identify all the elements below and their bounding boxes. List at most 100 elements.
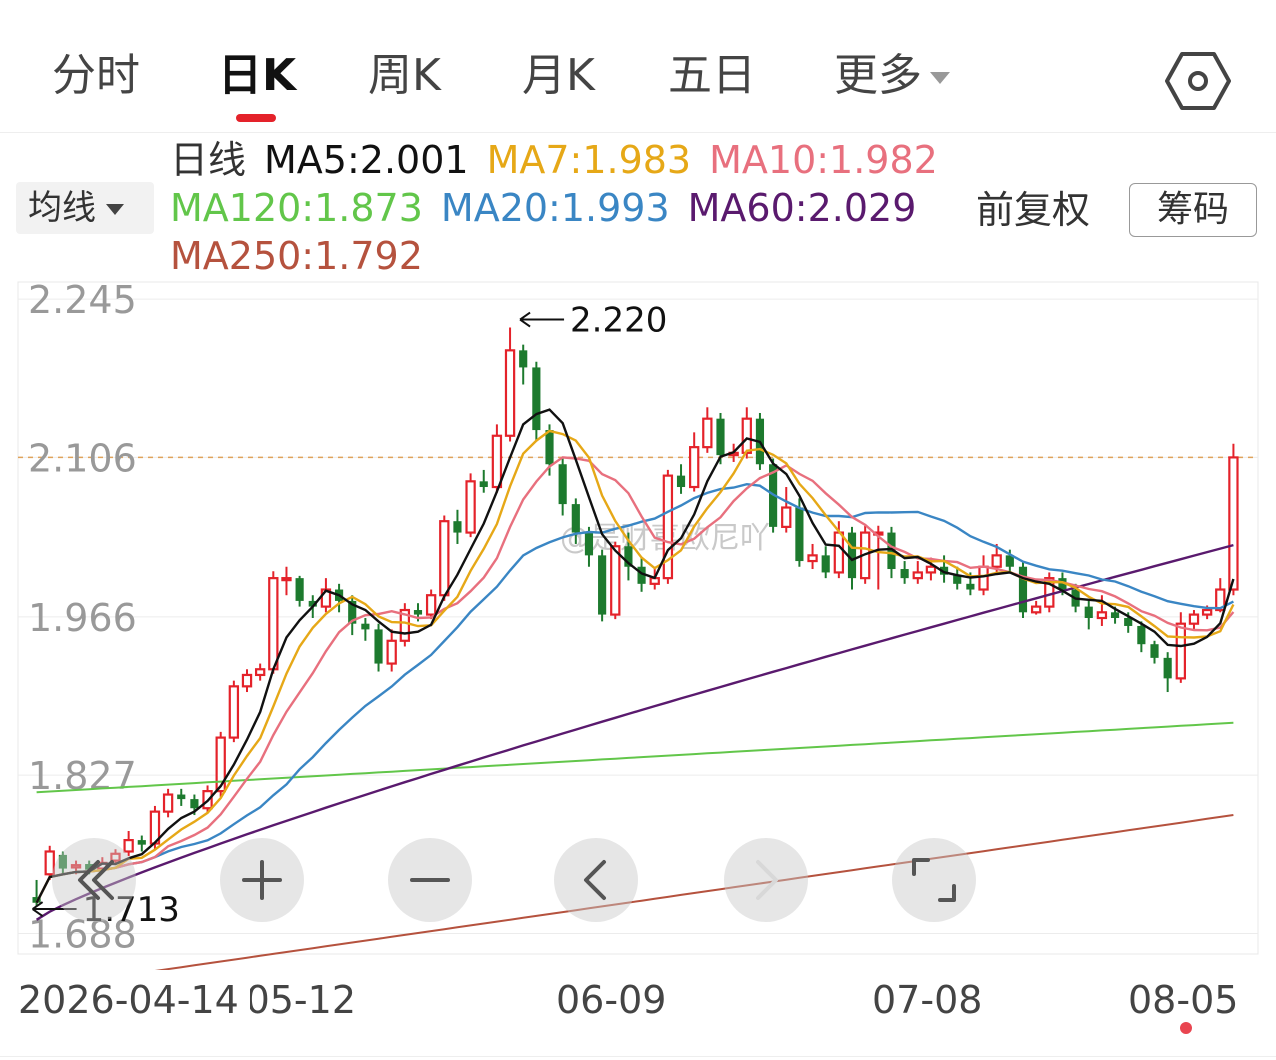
candle-up [162, 793, 174, 813]
candle-down [571, 504, 580, 533]
candle-up [689, 446, 700, 489]
candle-down [413, 610, 423, 615]
candle-up [1201, 608, 1213, 616]
candle-down [177, 794, 186, 800]
x-label-1: 05-12 [250, 978, 356, 1022]
candle-down [558, 464, 567, 505]
caret-down-icon [930, 72, 950, 84]
candle-up [110, 852, 121, 862]
candle-down [953, 574, 962, 584]
candle-down [1163, 657, 1172, 679]
tab-more-label: 更多 [834, 50, 922, 101]
adjust-mode-button[interactable]: 前复权 [976, 188, 1091, 232]
tab-more[interactable]: 更多 [834, 46, 950, 106]
right-arrow-icon[interactable] [724, 838, 808, 922]
ma60-line [35, 543, 1234, 921]
candle-down [716, 418, 725, 456]
high-arrowhead [519, 311, 531, 328]
tab-five-day[interactable]: 五日 [668, 50, 756, 101]
tab-weekly-k[interactable]: 周K [368, 50, 441, 101]
candle-down [1084, 606, 1093, 618]
candle-down [479, 481, 488, 488]
ma7-line [35, 429, 1235, 904]
candle-up [925, 565, 937, 574]
candle-up [491, 434, 503, 489]
y-tick-label: 1.688 [28, 912, 137, 956]
candle-up [386, 639, 397, 665]
chip-distribution-button[interactable]: 筹码 [1129, 183, 1257, 237]
candle-up [268, 577, 279, 671]
nav-button-bg [554, 838, 638, 922]
nav-button-bg [892, 838, 976, 922]
crop-icon[interactable] [892, 838, 976, 922]
candle-up [807, 554, 818, 563]
candle-down [308, 600, 317, 607]
ma7-value: MA7:1.983 [486, 138, 692, 182]
tab-monthly-k[interactable]: 月K [522, 50, 595, 101]
double-left-icon[interactable] [52, 838, 136, 922]
left-glyph [584, 860, 606, 900]
candle-up [991, 554, 1002, 568]
high-label: 2.220 [570, 301, 667, 341]
tab-intraday[interactable]: 分时 [52, 50, 140, 101]
zoom-out-icon[interactable] [388, 838, 472, 922]
x-label-2: 06-09 [556, 978, 667, 1022]
nav-button-bg [724, 838, 808, 922]
low-arrowhead [32, 901, 44, 917]
candle-up [281, 577, 292, 582]
ma20-line [35, 482, 1234, 904]
ma250-value: MA250:1.792 [170, 234, 423, 278]
ma10-value: MA10:1.982 [709, 138, 938, 182]
plus-glyph [242, 860, 282, 900]
x-label-3: 07-08 [872, 978, 983, 1022]
candle-down [1058, 578, 1067, 590]
candle-up [1096, 611, 1108, 620]
indicator-prefix: 日线 [170, 138, 247, 182]
tab-daily-k[interactable]: 日K [218, 50, 297, 101]
active-tab-indicator [236, 114, 276, 122]
candle-down [137, 840, 146, 845]
ma-selector-button[interactable]: 均线 [16, 182, 154, 234]
candle-up [504, 349, 516, 437]
candle-down [532, 367, 541, 431]
candle-up [833, 531, 845, 574]
right-glyph [756, 860, 778, 900]
zoom-in-icon[interactable] [220, 838, 304, 922]
candle-down [821, 555, 830, 573]
candle-up [912, 571, 923, 580]
candle-up [465, 480, 476, 534]
candle-down [32, 897, 41, 903]
hexagon-settings-icon[interactable] [1165, 48, 1231, 114]
y-tick-label: 1.966 [28, 596, 137, 640]
candle-down [598, 555, 607, 615]
candle-down [900, 569, 909, 579]
notification-dot [1180, 1022, 1192, 1034]
candle-down [939, 566, 949, 575]
ma20-value: MA20:1.993 [440, 186, 670, 230]
nav-controls [52, 838, 976, 922]
candle-up [241, 673, 253, 688]
candle-up [254, 668, 266, 677]
candle-up [1030, 605, 1042, 614]
candle-down [545, 430, 554, 465]
candle-down [1150, 644, 1159, 658]
chart-border [17, 281, 1259, 955]
candles [32, 327, 1239, 907]
ma5-line [35, 408, 1235, 904]
candle-down [624, 546, 633, 567]
double-left-glyph [78, 860, 114, 900]
candle-down [676, 475, 686, 488]
y-tick-label: 2.106 [28, 436, 137, 480]
candle-up [425, 594, 437, 616]
candle-down [348, 600, 357, 624]
candle-up [439, 520, 450, 597]
candle-up [44, 850, 55, 876]
candle-up [123, 839, 134, 853]
left-arrow-icon[interactable] [554, 838, 638, 922]
candle-up [741, 417, 752, 454]
candle-down [1005, 555, 1014, 567]
caret-down-icon [106, 204, 124, 215]
